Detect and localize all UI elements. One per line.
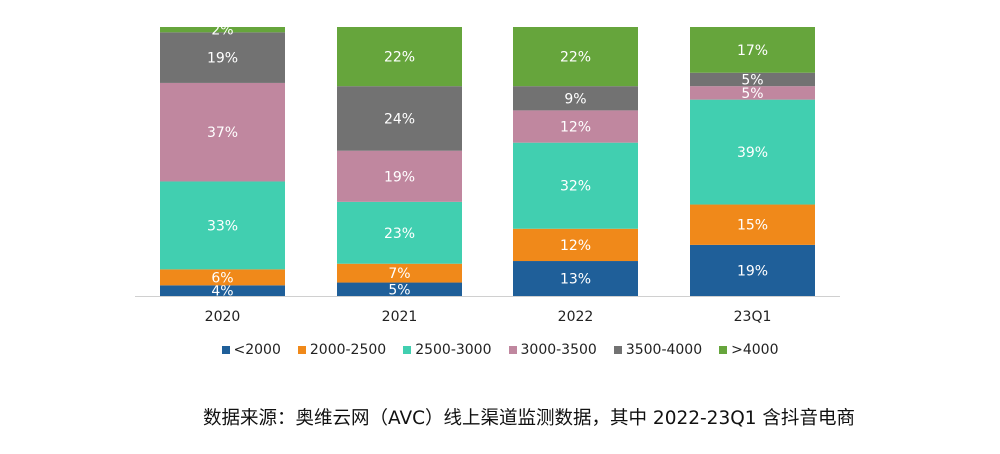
data-label: 17% [737,43,768,59]
legend-item: 3500-4000 [613,342,703,358]
bar-segment [690,244,815,296]
legend-swatch [613,346,622,354]
legend-swatch [221,346,230,354]
bar-segment [337,86,462,151]
x-tick-label: 2020 [205,309,241,325]
legend-swatch [719,346,728,354]
legend-label: <2000 [233,342,281,358]
bar-segment [513,86,638,111]
data-label: 24% [384,111,415,127]
bar-segment [160,269,285,286]
data-label: 22% [384,50,415,66]
legend-swatch [297,346,306,354]
bar-segment [160,181,285,270]
data-label: 5% [388,282,410,298]
data-label: 4% [211,284,233,300]
legend-label: 3500-4000 [625,342,703,358]
data-label: 37% [207,125,238,141]
bar-segment [160,32,285,83]
data-label: 33% [207,218,238,234]
bar-segment [337,201,462,264]
data-label: 5% [741,86,763,102]
bar-segment [690,72,815,87]
data-label: 7% [388,266,410,282]
data-label: 22% [560,50,591,66]
data-label: 32% [560,179,591,195]
data-label: 13% [560,272,591,288]
bar-segment [160,27,285,33]
legend-label: 2000-2500 [309,342,387,358]
x-tick-label: 23Q1 [734,309,772,325]
legend-swatch [403,346,412,354]
legend: <2000 2000-2500 2500-3000 3000-3500 3500-400… [0,342,1000,358]
data-label: 19% [384,169,415,185]
data-label: 2% [211,23,233,39]
bar-segment [690,99,815,205]
data-label: 15% [737,218,768,234]
data-label: 6% [211,270,233,286]
legend-label: >4000 [731,342,779,358]
legend-item: 2500-3000 [403,342,492,358]
legend-label: 3000-3500 [520,342,597,358]
data-label: 19% [207,51,238,67]
data-label: 19% [737,263,768,279]
bar-segment [513,27,638,87]
bar-segment [690,204,815,245]
bar-segment [513,261,638,296]
legend-item: <2000 [221,342,281,358]
legend-item: 2000-2500 [297,342,387,358]
bar-segment [337,27,462,87]
x-tick-label: 2021 [382,309,418,325]
data-label: 23% [384,226,415,242]
legend-item: 3000-3500 [508,342,597,358]
bar-segment [160,285,285,296]
legend-label: 2500-3000 [415,342,492,358]
legend-swatch [508,346,517,354]
bar-segment [513,142,638,229]
data-label: 39% [737,145,768,161]
bar-segment [160,82,285,182]
data-label: 12% [560,238,591,254]
legend-item: >4000 [719,342,778,358]
bar-segment [513,228,638,262]
data-label: 9% [564,91,586,107]
source-note: 数据来源：奥维云网（AVC）线上渠道监测数据，其中 2022-23Q1 含抖音电… [203,408,855,429]
x-tick-label: 2022 [558,309,594,325]
data-label: 12% [560,120,591,136]
bar-segment [690,27,815,73]
bar-segment [513,110,638,143]
data-label: 5% [741,72,763,88]
bar-segment [337,150,462,202]
bar-segment [337,263,462,283]
bar-segment [337,282,462,296]
bar-segment [690,86,815,100]
